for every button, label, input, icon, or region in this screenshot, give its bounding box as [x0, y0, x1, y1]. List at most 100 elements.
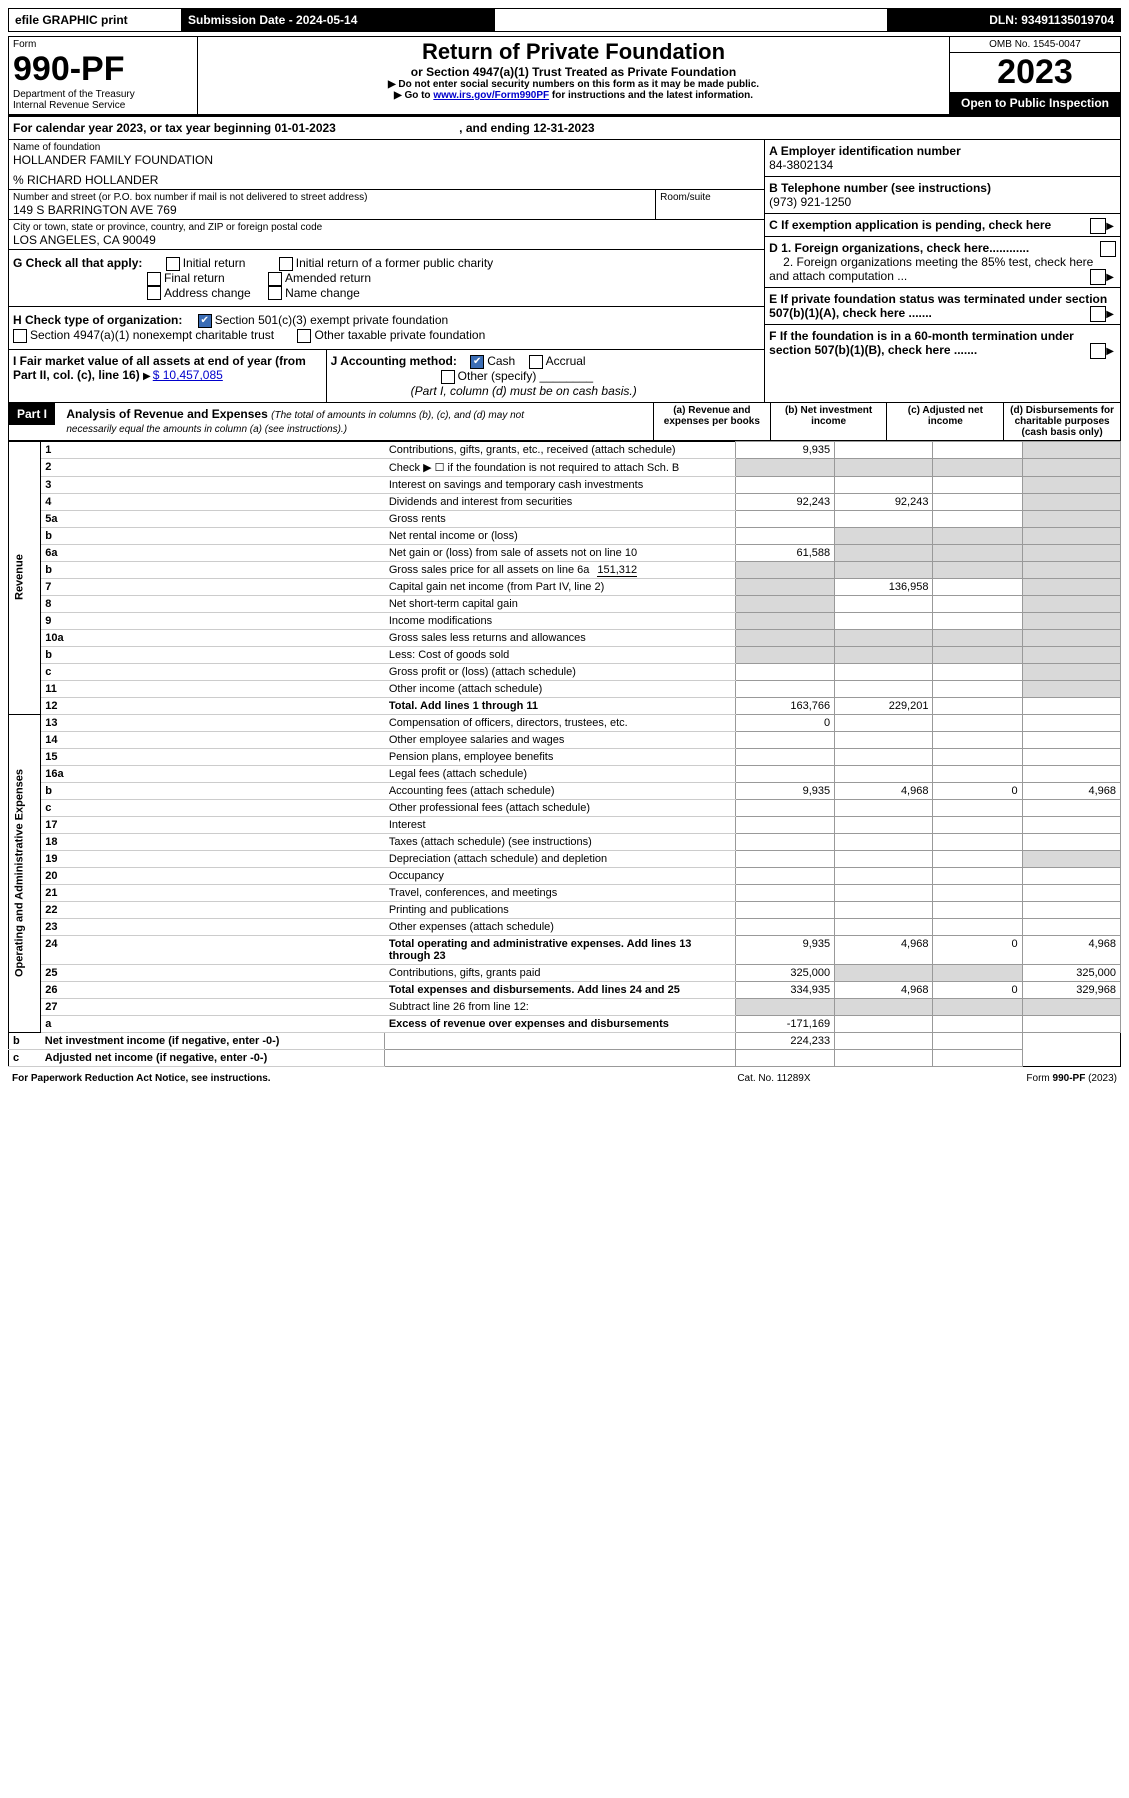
- cell-a: [735, 833, 834, 850]
- d1-checkbox[interactable]: [1100, 241, 1116, 257]
- efile-cell[interactable]: efile GRAPHIC print: [9, 9, 182, 32]
- row-label: Total expenses and disbursements. Add li…: [385, 981, 735, 998]
- col-d: (d) Disbursements for charitable purpose…: [1004, 403, 1121, 441]
- cell-c: [933, 816, 1022, 833]
- irs-link[interactable]: www.irs.gov/Form990PF: [433, 90, 549, 101]
- row-label: Total. Add lines 1 through 11: [385, 697, 735, 714]
- row-label: Accounting fees (attach schedule): [385, 782, 735, 799]
- cell-b: 136,958: [835, 578, 933, 595]
- cell-d: [1022, 646, 1120, 663]
- row-number: 27: [41, 998, 385, 1015]
- cell-c: [933, 680, 1022, 697]
- table-row: 2Check ▶ ☐ if the foundation is not requ…: [9, 458, 1121, 476]
- g-final-checkbox[interactable]: [147, 272, 161, 286]
- d2-checkbox[interactable]: [1090, 269, 1106, 285]
- dln: DLN: 93491135019704: [888, 9, 1121, 32]
- table-row: 22Printing and publications: [9, 901, 1121, 918]
- cell-c: [933, 458, 1022, 476]
- table-row: 24Total operating and administrative exp…: [9, 935, 1121, 964]
- row-number: 26: [41, 981, 385, 998]
- g-initial-pub-checkbox[interactable]: [279, 257, 293, 271]
- cell-b: [835, 680, 933, 697]
- j-accrual-checkbox[interactable]: [529, 355, 543, 369]
- g-block: G Check all that apply: Initial return I…: [9, 250, 764, 307]
- row-label: Other income (attach schedule): [385, 680, 735, 697]
- row-number: 18: [41, 833, 385, 850]
- row-number: c: [41, 799, 385, 816]
- row-number: 24: [41, 935, 385, 964]
- cell-c: [933, 850, 1022, 867]
- row-number: b: [41, 527, 385, 544]
- fmv-link[interactable]: $ 10,457,085: [153, 368, 223, 382]
- row-number: c: [9, 1049, 41, 1066]
- table-row: bLess: Cost of goods sold: [9, 646, 1121, 663]
- cell-d: [1022, 714, 1120, 731]
- ein-label: A Employer identification number: [769, 144, 961, 158]
- cell-b: [835, 714, 933, 731]
- row-number: 8: [41, 595, 385, 612]
- form-subtitle: or Section 4947(a)(1) Trust Treated as P…: [202, 65, 945, 79]
- cell-a: 92,243: [735, 493, 834, 510]
- c-checkbox[interactable]: [1090, 218, 1106, 234]
- table-row: 20Occupancy: [9, 867, 1121, 884]
- g-initial-checkbox[interactable]: [166, 257, 180, 271]
- ein: 84-3802134: [769, 158, 833, 172]
- cell-a: 163,766: [735, 697, 834, 714]
- cell-d: 325,000: [1022, 964, 1120, 981]
- table-row: 18Taxes (attach schedule) (see instructi…: [9, 833, 1121, 850]
- cell-d: [1022, 884, 1120, 901]
- cell-c: [933, 612, 1022, 629]
- cell-b: 224,233: [735, 1032, 834, 1049]
- e-checkbox[interactable]: [1090, 306, 1106, 322]
- cell-c: [933, 765, 1022, 782]
- row-number: 20: [41, 867, 385, 884]
- cell-d: [1022, 527, 1120, 544]
- cell-a: [735, 527, 834, 544]
- cell-d: [1022, 867, 1120, 884]
- footer-right: Form 990-PF (2023): [875, 1071, 1121, 1086]
- table-row: Revenue1Contributions, gifts, grants, et…: [9, 441, 1121, 458]
- g-name-checkbox[interactable]: [268, 286, 282, 300]
- row-number: 12: [41, 697, 385, 714]
- row-number: 1: [41, 441, 385, 458]
- h-501c3-checkbox[interactable]: ✔: [198, 314, 212, 328]
- cell-d: [1022, 850, 1120, 867]
- cell-a: [735, 663, 834, 680]
- j-cash-checkbox[interactable]: ✔: [470, 355, 484, 369]
- cell-c: [933, 799, 1022, 816]
- row-number: 2: [41, 458, 385, 476]
- e-block: E If private foundation status was termi…: [765, 288, 1120, 325]
- cell-a: [735, 578, 834, 595]
- g-addr-checkbox[interactable]: [147, 286, 161, 300]
- row-label: Other expenses (attach schedule): [385, 918, 735, 935]
- cell-b: [835, 612, 933, 629]
- f-checkbox[interactable]: [1090, 343, 1106, 359]
- row-number: 14: [41, 731, 385, 748]
- table-row: aExcess of revenue over expenses and dis…: [9, 1015, 1121, 1032]
- row-label: Depreciation (attach schedule) and deple…: [385, 850, 735, 867]
- cell-b: [835, 646, 933, 663]
- j-other-checkbox[interactable]: [441, 370, 455, 384]
- row-number: b: [41, 782, 385, 799]
- row-label: Gross profit or (loss) (attach schedule): [385, 663, 735, 680]
- h-4947-checkbox[interactable]: [13, 329, 27, 343]
- cell-a: [735, 799, 834, 816]
- h-other-checkbox[interactable]: [297, 329, 311, 343]
- cell-a: [735, 476, 834, 493]
- cell-c: [933, 833, 1022, 850]
- row-number: 3: [41, 476, 385, 493]
- name-label: Name of foundation: [13, 142, 760, 153]
- table-row: cOther professional fees (attach schedul…: [9, 799, 1121, 816]
- cell-a: [735, 816, 834, 833]
- g-amended-checkbox[interactable]: [268, 272, 282, 286]
- cell-a: 9,935: [735, 441, 834, 458]
- top-bar: efile GRAPHIC print Submission Date - 20…: [8, 8, 1121, 32]
- row-number: 9: [41, 612, 385, 629]
- cell-b: [835, 510, 933, 527]
- form-label: Form: [13, 39, 193, 50]
- cell-a: [385, 1032, 735, 1049]
- table-row: 25Contributions, gifts, grants paid325,0…: [9, 964, 1121, 981]
- row-number: 21: [41, 884, 385, 901]
- cell-d: [933, 1049, 1022, 1066]
- cell-b: 4,968: [835, 981, 933, 998]
